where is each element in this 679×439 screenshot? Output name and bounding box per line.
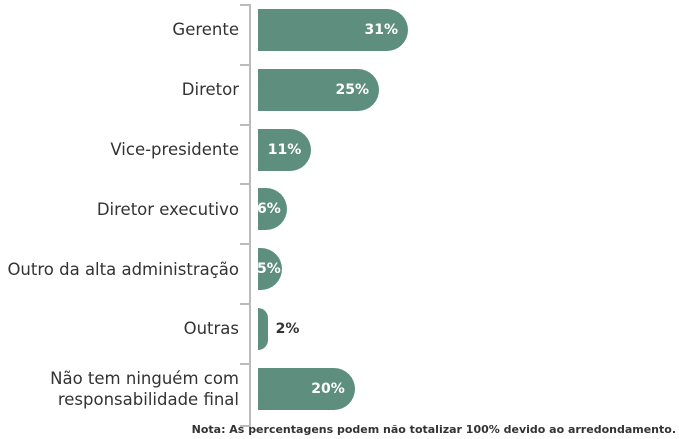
category-label: Outro da alta administração bbox=[7, 259, 239, 279]
category-label: Gerente bbox=[172, 20, 239, 40]
category-label: Não tem ninguém com responsabilidade fin… bbox=[50, 368, 239, 409]
value-label: 6% bbox=[257, 201, 281, 218]
value-label: 20% bbox=[311, 380, 345, 397]
axis-tick bbox=[240, 183, 250, 186]
category-label: Vice-presidente bbox=[110, 140, 239, 159]
value-label: 11% bbox=[267, 141, 302, 158]
bar bbox=[258, 307, 268, 350]
axis-line bbox=[249, 4, 251, 427]
axis-tick bbox=[240, 4, 250, 6]
value-label: 2% bbox=[275, 320, 300, 337]
value-label: 25% bbox=[335, 81, 369, 98]
value-label: 5% bbox=[257, 261, 281, 278]
bar bbox=[258, 8, 409, 51]
axis-tick bbox=[240, 243, 250, 246]
category-label: Diretor bbox=[181, 80, 239, 100]
value-label: 31% bbox=[364, 21, 399, 38]
bar bbox=[258, 68, 379, 111]
category-label: Outras bbox=[183, 319, 239, 339]
axis-tick bbox=[240, 123, 250, 126]
axis-tick bbox=[240, 424, 250, 427]
bar bbox=[258, 367, 355, 410]
bar bbox=[258, 128, 312, 171]
axis-tick bbox=[240, 303, 250, 305]
axis-tick bbox=[240, 362, 250, 365]
category-label: Diretor executivo bbox=[96, 199, 239, 219]
note: Nota: As percentagens podem não totaliza… bbox=[191, 423, 676, 436]
axis-tick bbox=[240, 63, 250, 66]
